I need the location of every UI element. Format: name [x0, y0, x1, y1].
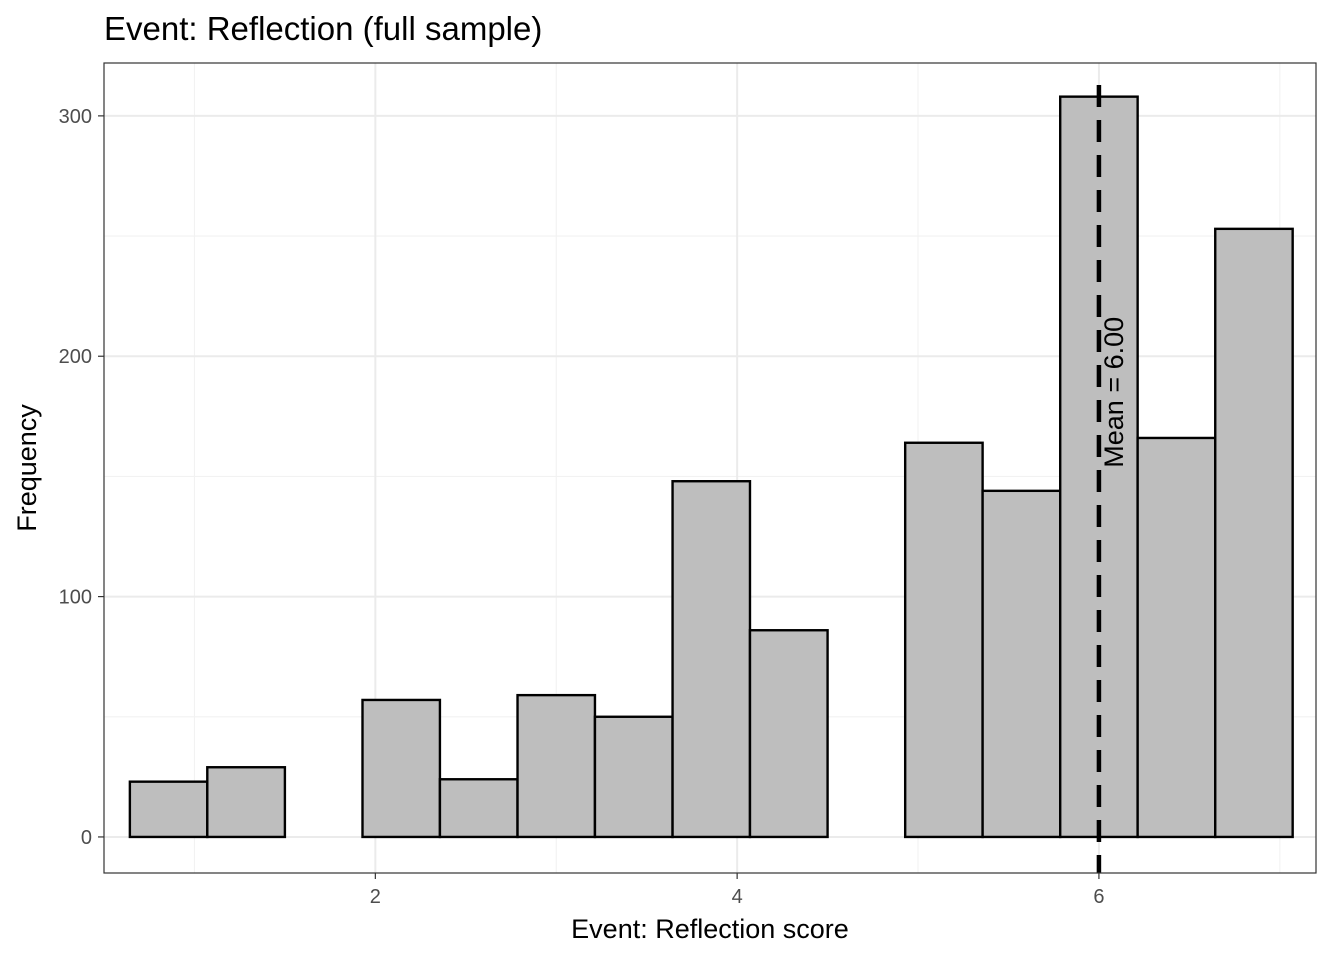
histogram-bar	[206, 766, 287, 839]
histogram-bar	[671, 480, 752, 839]
histogram-bar	[128, 780, 209, 839]
histogram-bar	[593, 715, 674, 839]
histogram-bar	[981, 489, 1062, 839]
x-axis-title: Event: Reflection score	[571, 914, 849, 944]
bars	[128, 95, 1294, 839]
mean-annotation: Mean = 6.00	[1096, 85, 1129, 873]
x-tick-label: 6	[1093, 886, 1104, 908]
chart-title: Event: Reflection (full sample)	[104, 10, 542, 47]
axes: 2 4 6 0 100 200 300	[59, 106, 1105, 908]
x-tick-label: 4	[732, 886, 743, 908]
histogram-bar	[361, 698, 442, 839]
histogram-bar	[1214, 227, 1294, 839]
y-tick-label: 200	[59, 346, 92, 368]
y-tick-label: 0	[81, 827, 92, 849]
histogram-bar	[516, 693, 597, 839]
y-tick-label: 300	[59, 106, 92, 128]
y-tick-label: 100	[59, 587, 92, 609]
panel-border	[103, 62, 1317, 874]
x-tick-label: 2	[370, 886, 381, 908]
histogram-bar	[748, 629, 829, 839]
histogram-bar	[1136, 436, 1217, 839]
histogram-bar	[438, 778, 519, 839]
histogram-bar	[903, 441, 984, 839]
y-axis-title: Frequency	[12, 404, 42, 532]
histogram-bar	[1059, 95, 1139, 839]
mean-label: Mean = 6.00	[1099, 317, 1129, 468]
